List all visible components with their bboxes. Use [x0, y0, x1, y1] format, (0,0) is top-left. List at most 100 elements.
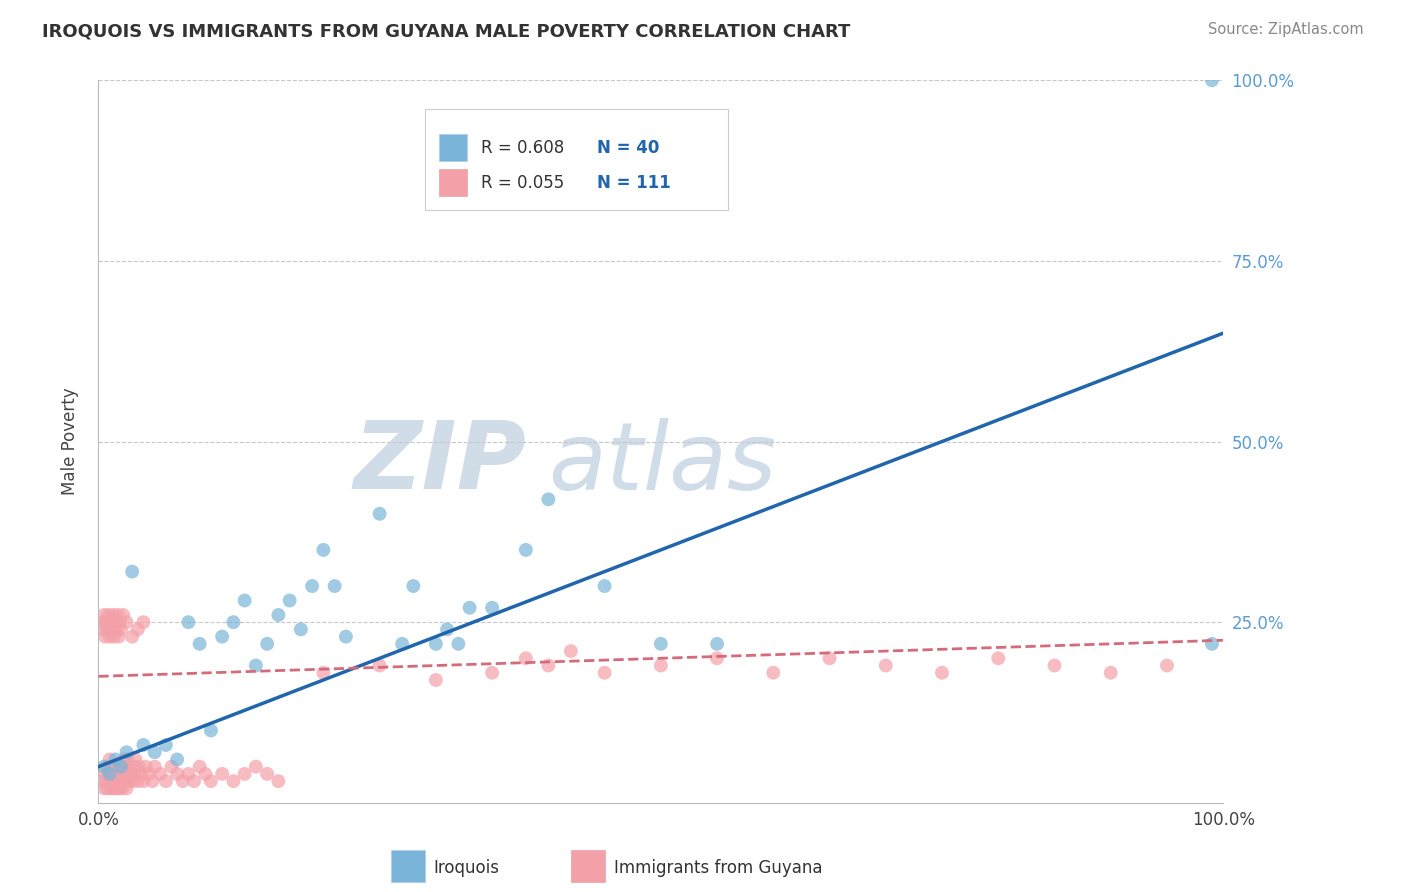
Point: [155, 738, 177, 752]
Point: [103, 630, 125, 644]
Point: [91, 623, 114, 637]
Point: [115, 615, 138, 630]
Point: [155, 774, 177, 789]
Point: [121, 774, 143, 789]
Point: [96, 760, 118, 774]
Point: [391, 637, 413, 651]
Point: [98, 630, 121, 644]
FancyBboxPatch shape: [439, 169, 467, 196]
Point: [122, 760, 145, 774]
Point: [301, 579, 323, 593]
Text: Source: ZipAtlas.com: Source: ZipAtlas.com: [1208, 22, 1364, 37]
Text: ZIP: ZIP: [353, 417, 526, 509]
Point: [515, 542, 537, 557]
Point: [200, 774, 222, 789]
Point: [222, 774, 245, 789]
Point: [93, 607, 115, 622]
Point: [160, 760, 183, 774]
Point: [101, 767, 124, 781]
Point: [312, 542, 335, 557]
Point: [115, 760, 138, 774]
Point: [402, 579, 425, 593]
Point: [290, 623, 312, 637]
Point: [138, 767, 160, 781]
Point: [101, 774, 124, 789]
Point: [233, 767, 256, 781]
Point: [132, 738, 155, 752]
Point: [101, 623, 124, 637]
Point: [129, 767, 152, 781]
Point: [105, 774, 128, 789]
Point: [100, 781, 122, 796]
Point: [112, 767, 135, 781]
Point: [762, 665, 785, 680]
Point: [515, 651, 537, 665]
Point: [98, 752, 121, 766]
Point: [96, 623, 118, 637]
Point: [100, 767, 122, 781]
Point: [104, 615, 127, 630]
Point: [111, 767, 134, 781]
Point: [107, 781, 129, 796]
Point: [94, 767, 117, 781]
Point: [481, 600, 503, 615]
Point: [121, 565, 143, 579]
Point: [112, 774, 135, 789]
Point: [166, 767, 188, 781]
Point: [1156, 658, 1178, 673]
Point: [166, 752, 188, 766]
Point: [172, 774, 194, 789]
Point: [96, 774, 118, 789]
Point: [267, 774, 290, 789]
Point: [177, 615, 200, 630]
Point: [436, 623, 458, 637]
Point: [593, 665, 616, 680]
Point: [987, 651, 1010, 665]
Point: [368, 507, 391, 521]
Point: [108, 781, 131, 796]
Point: [1201, 73, 1223, 87]
Point: [458, 600, 481, 615]
Point: [104, 752, 127, 766]
Point: [124, 752, 146, 766]
Point: [100, 615, 122, 630]
Point: [200, 723, 222, 738]
Point: [1043, 658, 1066, 673]
Point: [323, 579, 346, 593]
Point: [560, 644, 582, 658]
Point: [267, 607, 290, 622]
Point: [141, 774, 163, 789]
Point: [107, 607, 129, 622]
Point: [128, 760, 150, 774]
Point: [124, 767, 146, 781]
Point: [537, 492, 560, 507]
Point: [93, 781, 115, 796]
Text: N = 111: N = 111: [596, 174, 671, 192]
Text: IROQUOIS VS IMMIGRANTS FROM GUYANA MALE POVERTY CORRELATION CHART: IROQUOIS VS IMMIGRANTS FROM GUYANA MALE …: [42, 22, 851, 40]
Point: [335, 630, 357, 644]
Point: [143, 760, 166, 774]
Point: [211, 630, 233, 644]
Point: [650, 658, 672, 673]
FancyBboxPatch shape: [439, 134, 467, 161]
Point: [112, 752, 135, 766]
Point: [1201, 637, 1223, 651]
Point: [593, 579, 616, 593]
Point: [447, 637, 470, 651]
FancyBboxPatch shape: [425, 109, 728, 211]
Point: [112, 760, 135, 774]
Text: atlas: atlas: [548, 417, 776, 508]
Point: [103, 774, 125, 789]
Point: [117, 767, 139, 781]
Point: [121, 630, 143, 644]
Point: [111, 781, 134, 796]
Text: R = 0.608: R = 0.608: [481, 139, 564, 157]
Text: N = 40: N = 40: [596, 139, 659, 157]
Point: [101, 607, 124, 622]
Point: [706, 651, 728, 665]
FancyBboxPatch shape: [571, 850, 605, 882]
FancyBboxPatch shape: [391, 850, 425, 882]
Point: [537, 658, 560, 673]
Point: [875, 658, 897, 673]
Point: [177, 767, 200, 781]
